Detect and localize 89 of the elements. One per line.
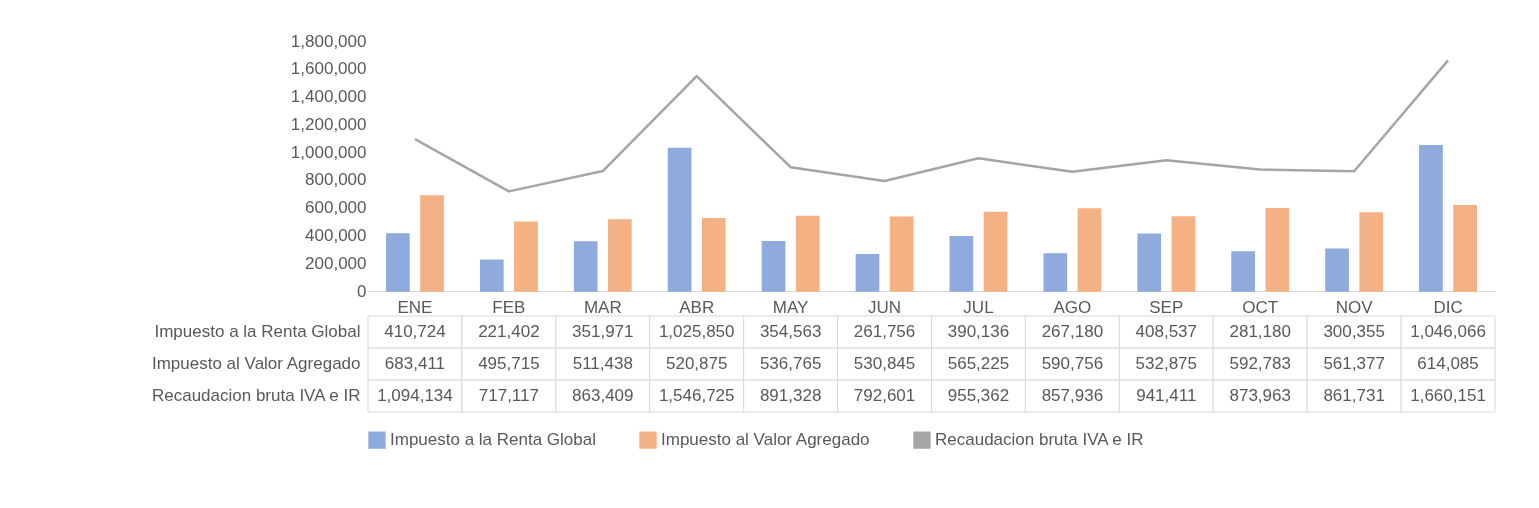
data-label: 792,601 [853, 386, 916, 405]
bar [761, 241, 786, 292]
data-label: 614,085 [1417, 354, 1479, 373]
data-label: 1,025,850 [658, 322, 735, 341]
legend-label: Recaudacion bruta IVA e IR [935, 430, 1144, 450]
line-series [413, 59, 1450, 193]
bar [573, 241, 598, 292]
bar [1137, 233, 1162, 292]
y-tick-label: 800,000 [305, 170, 367, 190]
data-label: 520,875 [665, 354, 728, 373]
data-label: 565,225 [947, 354, 1010, 373]
x-tick-label: FEB [492, 297, 526, 317]
bar [420, 195, 444, 292]
bar [1171, 216, 1196, 292]
data-label: 861,731 [1323, 386, 1385, 405]
y-tick-label: 1,400,000 [290, 87, 367, 107]
bar [667, 147, 692, 292]
bar [855, 253, 880, 292]
bar [1043, 253, 1068, 292]
text: Recaudacion bruta IVA e IR [151, 386, 361, 405]
y-tick-label: 1,200,000 [290, 114, 367, 134]
data-label: 221,402 [478, 322, 540, 341]
bar [386, 233, 410, 292]
data-label: 941,411 [1136, 386, 1197, 405]
legend-label: Impuesto al Valor Agregado [661, 430, 870, 450]
y-tick-label: 1,000,000 [290, 142, 367, 162]
data-label: 261,756 [853, 322, 916, 341]
bar [889, 216, 914, 292]
data-label: 536,765 [759, 354, 822, 373]
data-label: 410,724 [384, 322, 446, 341]
y-tick-label: 0 [357, 281, 367, 301]
bar [1265, 207, 1290, 292]
bar [608, 219, 632, 292]
data-label: 354,563 [759, 322, 822, 341]
x-tick-label: JUN [868, 297, 902, 317]
data-label: 530,845 [853, 354, 916, 373]
data-label: 863,409 [572, 386, 634, 405]
x-tick-label: ABR [679, 297, 715, 317]
text: Impuesto a la Renta Global [154, 322, 361, 341]
x-tick-label: AGO [1053, 297, 1092, 317]
data-label: 873,963 [1229, 386, 1291, 405]
data-label: 1,660,151 [1410, 386, 1486, 405]
x-tick-label: MAR [583, 297, 622, 317]
x-tick-label: OCT [1242, 297, 1279, 317]
data-label: 281,180 [1229, 322, 1291, 341]
x-tick-label: JUL [963, 297, 994, 317]
bar [1231, 251, 1255, 292]
text: Impuesto al Valor Agregado [151, 354, 361, 373]
bar [1453, 204, 1477, 292]
data-label: 590,756 [1041, 354, 1104, 373]
data-label: 1,046,066 [1410, 322, 1486, 341]
data-label: 1,546,725 [658, 386, 735, 405]
bar [479, 259, 504, 292]
bar [983, 211, 1008, 292]
data-label: 300,355 [1323, 322, 1385, 341]
data-label: 857,936 [1041, 386, 1104, 405]
data-label: 511,438 [572, 354, 633, 373]
bar [1325, 248, 1349, 292]
data-label: 1,094,134 [377, 386, 453, 405]
bar [1359, 212, 1384, 292]
bar [949, 236, 974, 292]
data-label: 351,971 [572, 322, 634, 341]
x-tick-label: SEP [1149, 297, 1184, 317]
y-tick-label: 1,800,000 [290, 31, 367, 51]
y-tick-label: 1,600,000 [290, 59, 367, 79]
data-label: 561,377 [1323, 354, 1385, 373]
data-label: 717,117 [478, 386, 539, 405]
bar [514, 221, 538, 292]
y-tick-label: 200,000 [305, 253, 367, 273]
data-label: 955,362 [947, 386, 1010, 405]
data-label: 532,875 [1135, 354, 1198, 373]
bar [1077, 208, 1102, 292]
data-label: 390,136 [947, 322, 1010, 341]
x-tick-label: DIC [1433, 297, 1463, 317]
data-label: 592,783 [1229, 354, 1291, 373]
data-label: 891,328 [759, 386, 822, 405]
x-tick-label: ENE [397, 297, 433, 317]
data-label: 267,180 [1041, 322, 1104, 341]
y-tick-label: 600,000 [305, 198, 367, 218]
bar [1419, 144, 1443, 292]
x-tick-label: NOV [1335, 297, 1374, 317]
data-label: 683,411 [384, 354, 446, 373]
y-tick-label: 400,000 [305, 225, 367, 245]
data-label: 495,715 [478, 354, 540, 373]
x-tick-label: MAY [772, 297, 809, 317]
bar [795, 215, 820, 292]
bar [701, 217, 726, 292]
legend-label: Impuesto a la Renta Global [390, 430, 597, 450]
data-label: 408,537 [1135, 322, 1198, 341]
